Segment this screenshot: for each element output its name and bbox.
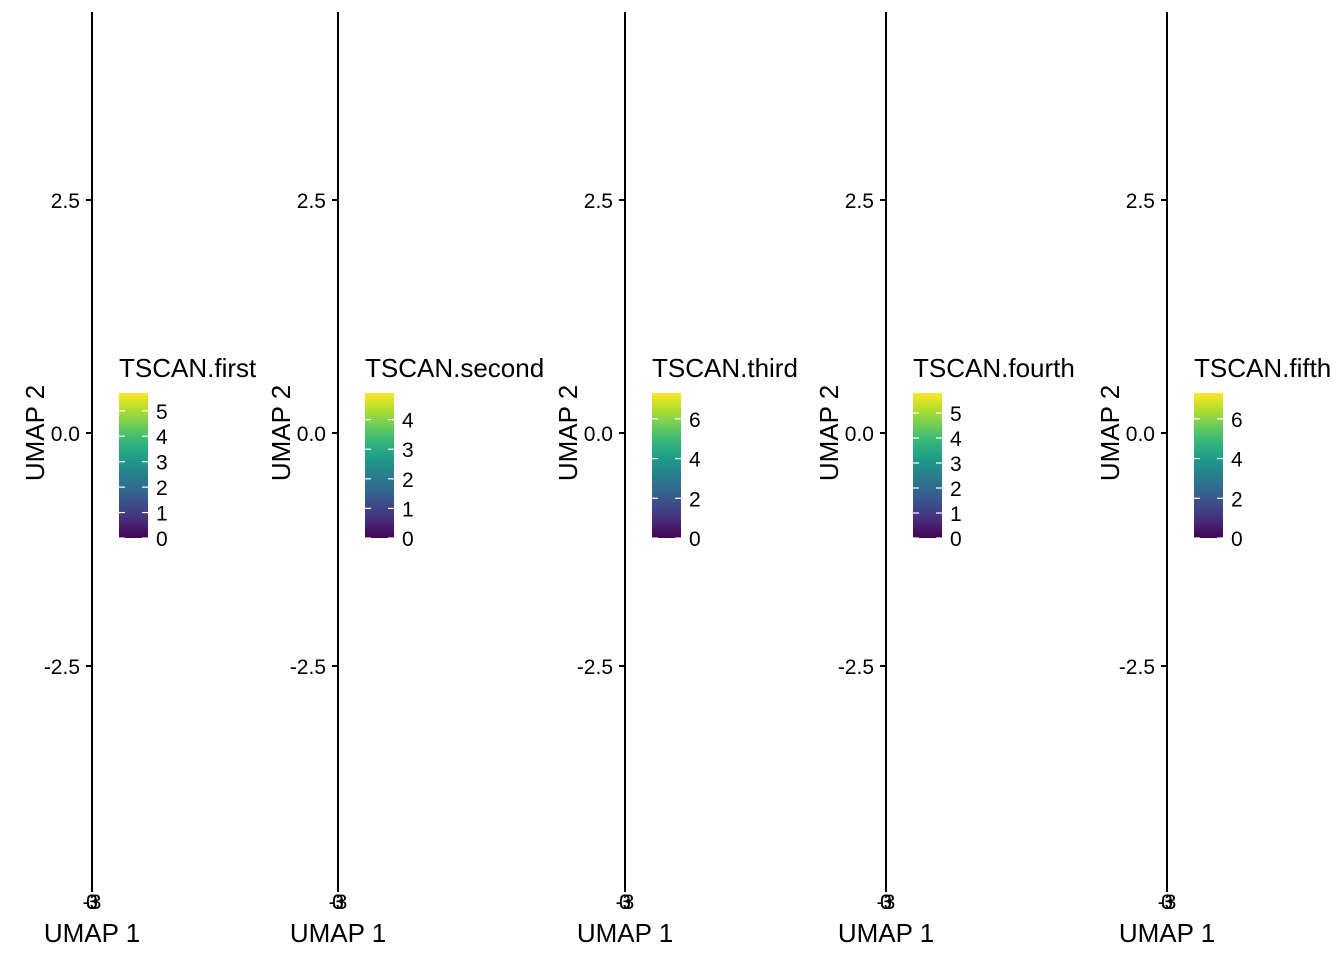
- x-tick-label: 0: [332, 891, 344, 914]
- x-axis-title: UMAP 1: [290, 918, 386, 948]
- colorbar-legend: TSCAN.third 0 2 4 6: [652, 353, 798, 551]
- y-axis-title: UMAP 2: [814, 385, 844, 481]
- colorbar-label: 2: [1231, 488, 1243, 511]
- legend-title: TSCAN.third: [652, 353, 798, 383]
- colorbar-label: 1: [950, 503, 962, 526]
- x-tick-label: -3: [616, 891, 635, 914]
- y-tick-label: 2.5: [297, 190, 326, 213]
- x-tick-label: -3: [329, 891, 348, 914]
- y-axis-title: UMAP 2: [1095, 385, 1125, 481]
- x-axis-title: UMAP 1: [577, 918, 673, 948]
- y-axis-title: UMAP 2: [20, 385, 50, 481]
- y-axis-title: UMAP 2: [266, 385, 296, 481]
- x-tick-label: 3: [1161, 891, 1173, 914]
- x-tick-label: 0: [1161, 891, 1173, 914]
- y-tick-label: 0.0: [845, 423, 874, 446]
- y-tick-label: 2.5: [1126, 190, 1155, 213]
- colorbar-label: 2: [402, 469, 414, 492]
- y-tick-label: 0.0: [51, 423, 80, 446]
- y-tick-label: 2.5: [845, 190, 874, 213]
- colorbar: [1194, 393, 1223, 538]
- colorbar-legend: TSCAN.fifth 0 2 4 6: [1194, 353, 1331, 551]
- x-axis-title: UMAP 1: [44, 918, 140, 948]
- legend-title: TSCAN.first: [119, 353, 257, 383]
- colorbar-label: 4: [1231, 449, 1243, 472]
- colorbar-label: 6: [1231, 409, 1243, 432]
- x-tick-label: 0: [619, 891, 631, 914]
- colorbar-label: 0: [402, 528, 414, 551]
- x-tick-label: 3: [619, 891, 631, 914]
- y-tick-label: 2.5: [584, 190, 613, 213]
- colorbar-label: 4: [950, 428, 962, 451]
- x-tick-label: -3: [83, 891, 102, 914]
- y-tick-label: -2.5: [44, 656, 80, 679]
- colorbar: [913, 393, 942, 538]
- colorbar: [119, 393, 148, 538]
- y-tick-label: -2.5: [577, 656, 613, 679]
- colorbar-label: 2: [156, 477, 168, 500]
- x-axis-title: UMAP 1: [1119, 918, 1215, 948]
- legend-title: TSCAN.second: [365, 353, 544, 383]
- x-tick-label: -3: [877, 891, 896, 914]
- x-axis-title: UMAP 1: [838, 918, 934, 948]
- x-tick-label: 0: [86, 891, 98, 914]
- colorbar-label: 4: [402, 410, 414, 433]
- colorbar-label: 2: [950, 478, 962, 501]
- y-tick-label: -2.5: [1119, 656, 1155, 679]
- colorbar-label: 0: [689, 528, 701, 551]
- colorbar-label: 5: [156, 401, 168, 424]
- x-tick-label: -3: [1158, 891, 1177, 914]
- colorbar-label: 5: [950, 403, 962, 426]
- y-tick-label: -2.5: [838, 656, 874, 679]
- legend-title: TSCAN.fourth: [913, 353, 1075, 383]
- colorbar-legend: TSCAN.first 01 23 45: [119, 353, 257, 551]
- y-axis-title: UMAP 2: [553, 385, 583, 481]
- colorbar-label: 3: [156, 452, 168, 475]
- x-tick-label: 3: [880, 891, 892, 914]
- colorbar-label: 4: [689, 449, 701, 472]
- colorbar-label: 3: [402, 439, 414, 462]
- colorbar-label: 0: [1231, 528, 1243, 551]
- colorbar-label: 4: [156, 426, 168, 449]
- y-tick-label: 2.5: [51, 190, 80, 213]
- legend-title: TSCAN.fifth: [1194, 353, 1331, 383]
- colorbar: [365, 393, 394, 538]
- y-tick-label: 0.0: [584, 423, 613, 446]
- colorbar-label: 2: [689, 488, 701, 511]
- colorbar: [652, 393, 681, 538]
- y-tick-label: -2.5: [290, 656, 326, 679]
- colorbar-legend: TSCAN.second 0 1 2 3 4: [365, 353, 544, 551]
- x-tick-label: 0: [880, 891, 892, 914]
- y-tick-label: 0.0: [1126, 423, 1155, 446]
- x-tick-label: 3: [86, 891, 98, 914]
- colorbar-label: 0: [950, 528, 962, 551]
- colorbar-label: 1: [402, 498, 414, 521]
- colorbar-label: 1: [156, 503, 168, 526]
- colorbar-label: 3: [950, 453, 962, 476]
- colorbar-label: 6: [689, 409, 701, 432]
- x-tick-label: 3: [332, 891, 344, 914]
- colorbar-label: 0: [156, 528, 168, 551]
- y-tick-label: 0.0: [297, 423, 326, 446]
